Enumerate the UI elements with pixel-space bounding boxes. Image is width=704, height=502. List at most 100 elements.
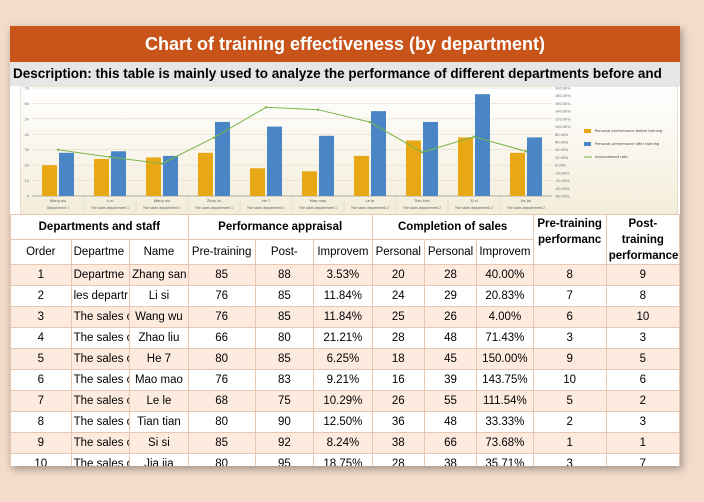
table-cell[interactable]: 5: [605, 348, 680, 370]
table-cell[interactable]: The sales c: [70, 348, 131, 370]
combo-chart[interactable]: 0 10 20 30 40 50 60 70 -80.00% -60.00% -40.00% -20.…: [19, 85, 679, 219]
table-cell[interactable]: 10: [605, 306, 680, 328]
table-cell[interactable]: 29: [423, 285, 478, 307]
table-cell[interactable]: 28: [423, 264, 478, 286]
table-cell[interactable]: Si si: [129, 432, 189, 454]
table-cell[interactable]: 73.68%: [476, 432, 534, 454]
table-cell[interactable]: 10.29%: [313, 390, 373, 412]
group-header-staff[interactable]: Departments and staff: [10, 214, 189, 240]
table-cell[interactable]: 3: [605, 411, 680, 433]
table-cell[interactable]: Tian tian: [129, 411, 189, 433]
subheader-improvement[interactable]: Improvem: [313, 239, 373, 265]
table-cell[interactable]: 12.50%: [313, 411, 373, 433]
table-cell[interactable]: 55: [423, 390, 478, 412]
table-cell[interactable]: 28: [371, 453, 425, 466]
table-cell[interactable]: 9.21%: [313, 369, 373, 391]
table-cell[interactable]: 3.53%: [313, 264, 373, 286]
table-cell[interactable]: 5: [10, 348, 72, 370]
table-cell[interactable]: Departme: [70, 264, 131, 286]
subheader-department[interactable]: Departme: [70, 239, 131, 265]
table-cell[interactable]: 20.83%: [476, 285, 534, 307]
table-cell[interactable]: 2: [605, 390, 680, 412]
table-cell[interactable]: 8: [10, 411, 72, 433]
table-cell[interactable]: The sales c: [70, 390, 131, 412]
table-cell[interactable]: Zhao liu: [129, 327, 189, 349]
table-cell[interactable]: 92: [254, 432, 315, 454]
table-cell[interactable]: 38: [371, 432, 425, 454]
table-cell[interactable]: 76: [187, 285, 256, 307]
table-cell[interactable]: 111.54%: [476, 390, 534, 412]
description-cell[interactable]: Description: this table is mainly used t…: [10, 62, 680, 86]
table-cell[interactable]: The sales c: [70, 306, 131, 328]
table-cell[interactable]: 35.71%: [476, 453, 534, 466]
table-cell[interactable]: 2: [10, 285, 72, 307]
table-cell[interactable]: 20: [371, 264, 425, 286]
chart-svg[interactable]: 0 10 20 30 40 50 60 70 -80.00% -60.00% -40.00% -20.…: [19, 85, 679, 219]
table-cell[interactable]: The sales c: [70, 411, 131, 433]
subheader-order[interactable]: Order: [10, 239, 72, 265]
subheader-pre-training[interactable]: Pre-training: [187, 239, 256, 265]
table-cell[interactable]: 9: [532, 348, 607, 370]
table-cell[interactable]: 38: [423, 453, 478, 466]
table-cell[interactable]: 95: [254, 453, 315, 466]
table-cell[interactable]: 76: [187, 369, 256, 391]
table-cell[interactable]: les departr: [70, 285, 131, 307]
table-cell[interactable]: Jia jia: [129, 453, 189, 466]
table-cell[interactable]: 80: [187, 453, 256, 466]
header-pre-training-rank[interactable]: Pre-training performanc: [532, 214, 607, 265]
table-cell[interactable]: 3: [605, 327, 680, 349]
table-cell[interactable]: 88: [254, 264, 315, 286]
subheader-personal-after[interactable]: Personal: [423, 239, 478, 265]
table-cell[interactable]: 28: [371, 327, 425, 349]
table-cell[interactable]: 143.75%: [476, 369, 534, 391]
table-cell[interactable]: 7: [10, 390, 72, 412]
table-cell[interactable]: 80: [187, 411, 256, 433]
table-cell[interactable]: 9: [10, 432, 72, 454]
table-cell[interactable]: 3: [532, 327, 607, 349]
subheader-personal-before[interactable]: Personal: [371, 239, 425, 265]
table-cell[interactable]: 85: [254, 306, 315, 328]
subheader-improvement-rate[interactable]: Improvem: [476, 239, 534, 265]
table-cell[interactable]: 68: [187, 390, 256, 412]
table-cell[interactable]: 71.43%: [476, 327, 534, 349]
table-cell[interactable]: 4.00%: [476, 306, 534, 328]
table-cell[interactable]: 10: [10, 453, 72, 466]
table-cell[interactable]: 36: [371, 411, 425, 433]
table-cell[interactable]: 6: [532, 306, 607, 328]
table-cell[interactable]: 25: [371, 306, 425, 328]
table-cell[interactable]: Wang wu: [129, 306, 189, 328]
table-cell[interactable]: 83: [254, 369, 315, 391]
table-cell[interactable]: 66: [187, 327, 256, 349]
table-cell[interactable]: 39: [423, 369, 478, 391]
table-cell[interactable]: 16: [371, 369, 425, 391]
table-cell[interactable]: 1: [605, 432, 680, 454]
table-cell[interactable]: 66: [423, 432, 478, 454]
table-cell[interactable]: 85: [187, 264, 256, 286]
table-cell[interactable]: 11.84%: [313, 285, 373, 307]
table-cell[interactable]: The sales c: [70, 432, 131, 454]
table-cell[interactable]: 21.21%: [313, 327, 373, 349]
table-cell[interactable]: Zhang san: [129, 264, 189, 286]
table-cell[interactable]: 11.84%: [313, 306, 373, 328]
table-cell[interactable]: The sales c: [70, 369, 131, 391]
table-cell[interactable]: 6: [605, 369, 680, 391]
table-cell[interactable]: 33.33%: [476, 411, 534, 433]
table-cell[interactable]: 8: [605, 285, 680, 307]
table-cell[interactable]: 3: [10, 306, 72, 328]
table-cell[interactable]: 1: [10, 264, 72, 286]
table-cell[interactable]: 26: [423, 306, 478, 328]
table-cell[interactable]: 24: [371, 285, 425, 307]
table-cell[interactable]: 7: [605, 453, 680, 466]
table-cell[interactable]: 7: [532, 285, 607, 307]
table-cell[interactable]: 2: [532, 411, 607, 433]
table-cell[interactable]: 45: [423, 348, 478, 370]
table-cell[interactable]: 48: [423, 327, 478, 349]
table-cell[interactable]: 8: [532, 264, 607, 286]
table-cell[interactable]: 6: [10, 369, 72, 391]
table-cell[interactable]: 76: [187, 306, 256, 328]
table-cell[interactable]: 150.00%: [476, 348, 534, 370]
table-cell[interactable]: 5: [532, 390, 607, 412]
table-cell[interactable]: 9: [605, 264, 680, 286]
table-cell[interactable]: 48: [423, 411, 478, 433]
table-cell[interactable]: 10: [532, 369, 607, 391]
